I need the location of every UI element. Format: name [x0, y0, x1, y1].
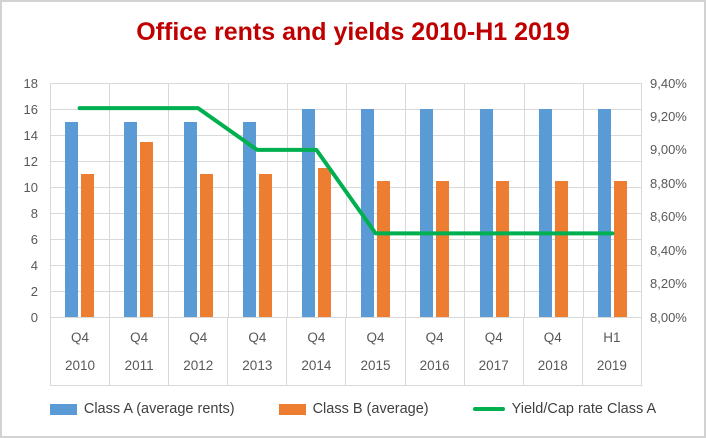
- bar-class-a: [361, 109, 375, 317]
- legend-label-yield: Yield/Cap rate Class A: [511, 401, 657, 417]
- category-period-label: Q4: [484, 330, 503, 346]
- category-year-label: 2018: [537, 357, 568, 373]
- right-axis-tick-label: 8,60%: [650, 209, 687, 225]
- category-cell: Q4 2016: [406, 318, 465, 385]
- right-axis-tick-label: 9,00%: [650, 142, 687, 158]
- left-axis-tick-label: 16: [23, 101, 38, 117]
- category-year-label: 2010: [65, 357, 96, 373]
- category-cell: Q4 2018: [524, 318, 583, 385]
- bar-class-b: [554, 180, 568, 317]
- category-period-label: Q4: [71, 330, 90, 346]
- legend-item-class-b: Class B (average): [278, 401, 429, 417]
- gridline-vertical: [641, 83, 642, 317]
- yield-line-swatch-icon: [472, 407, 505, 411]
- category-cell: Q4 2015: [346, 318, 406, 385]
- bar-class-a: [301, 109, 315, 317]
- bar-class-a: [597, 109, 611, 317]
- bar-class-b: [495, 180, 509, 317]
- category-year-label: 2011: [124, 357, 154, 373]
- legend-label-class-b: Class B (average): [312, 401, 429, 417]
- plot-area: [50, 82, 642, 318]
- category-cell: Q4 2012: [169, 318, 229, 385]
- bar-class-b: [199, 174, 213, 317]
- bar-class-a: [242, 122, 256, 317]
- category-period-label: Q4: [307, 330, 326, 346]
- bar-class-b: [258, 174, 272, 317]
- bar-class-a: [183, 122, 197, 317]
- gridline-vertical: [523, 83, 525, 317]
- category-year-label: 2015: [360, 357, 391, 373]
- bar-class-b: [81, 174, 95, 317]
- left-axis-tick-label: 4: [30, 257, 38, 273]
- category-cell: Q4 2013: [228, 318, 288, 385]
- category-year-label: 2013: [242, 357, 273, 373]
- gridline-vertical: [227, 83, 229, 317]
- category-period-label: H1: [603, 330, 621, 346]
- gridline-vertical: [405, 83, 407, 317]
- category-year-label: 2014: [301, 357, 332, 373]
- category-year-label: 2016: [419, 357, 450, 373]
- chart-title: Office rents and yields 2010-H1 2019: [136, 18, 570, 46]
- gridline-vertical: [286, 83, 288, 317]
- category-cell: Q4 2017: [465, 318, 524, 385]
- category-year-label: 2017: [478, 357, 509, 373]
- category-cell: Q4 2010: [51, 318, 111, 385]
- legend: Class A (average rents) Class B (average…: [2, 401, 704, 417]
- category-year-label: 2012: [183, 357, 214, 373]
- gridline-vertical: [464, 83, 466, 317]
- category-cell: H1 2019: [583, 318, 641, 385]
- yield-line-path: [77, 106, 615, 236]
- bar-class-b: [140, 141, 154, 317]
- category-cell: Q4 2011: [110, 318, 170, 385]
- bar-class-a: [420, 109, 434, 317]
- category-period-label: Q4: [189, 330, 208, 346]
- legend-item-yield: Yield/Cap rate Class A: [472, 401, 657, 417]
- right-axis-tick-label: 9,20%: [650, 108, 687, 124]
- category-axis: Q4 2010 Q4 2011 Q4 2012 Q4 2013 Q4 2014 Q4 2015 Q4 20…: [50, 317, 642, 386]
- bar-class-b: [317, 167, 331, 317]
- bar-class-a: [479, 109, 493, 317]
- right-axis-tick-label: 8,80%: [650, 175, 687, 191]
- gridline-vertical: [168, 83, 170, 317]
- gridline-vertical: [109, 83, 111, 317]
- class-a-swatch-icon: [49, 403, 77, 415]
- right-value-axis: 9,40% 9,20% 9,00% 8,80% 8,60% 8,40% 8,20% 8,00%: [650, 76, 704, 325]
- right-axis-tick-label: 8,20%: [650, 276, 687, 292]
- left-axis-tick-label: 12: [23, 153, 38, 169]
- bar-class-b: [436, 180, 450, 317]
- category-period-label: Q4: [130, 330, 149, 346]
- gridline-vertical: [346, 83, 347, 317]
- left-value-axis: 18 16 14 12 10 8 6 4 2 0: [2, 76, 44, 325]
- right-axis-tick-label: 8,40%: [650, 242, 687, 258]
- yield-line-series: [77, 106, 615, 236]
- left-axis-tick-label: 6: [30, 231, 38, 247]
- category-period-label: Q4: [543, 330, 562, 346]
- category-period-label: Q4: [425, 330, 444, 346]
- bar-class-a: [124, 122, 138, 317]
- left-axis-tick-label: 10: [23, 179, 38, 195]
- category-year-label: 2019: [596, 357, 627, 373]
- gridline-vertical: [582, 83, 584, 317]
- class-b-swatch-icon: [278, 403, 306, 415]
- left-axis-tick-label: 0: [30, 309, 38, 325]
- left-axis-tick-label: 18: [23, 75, 38, 91]
- left-axis-tick-label: 14: [23, 127, 38, 143]
- category-cell: Q4 2014: [287, 318, 347, 385]
- bar-class-a: [538, 109, 552, 317]
- category-period-label: Q4: [366, 330, 385, 346]
- bar-class-b: [613, 180, 627, 317]
- legend-item-class-a: Class A (average rents): [49, 401, 235, 417]
- gridline-vertical: [50, 83, 51, 317]
- right-axis-tick-label: 8,00%: [650, 309, 687, 325]
- legend-label-class-a: Class A (average rents): [83, 401, 235, 417]
- left-axis-tick-label: 8: [30, 205, 38, 221]
- left-axis-tick-label: 2: [30, 283, 38, 299]
- bar-class-a: [65, 122, 79, 317]
- bar-class-b: [377, 180, 391, 317]
- category-period-label: Q4: [248, 330, 267, 346]
- right-axis-tick-label: 9,40%: [650, 75, 687, 91]
